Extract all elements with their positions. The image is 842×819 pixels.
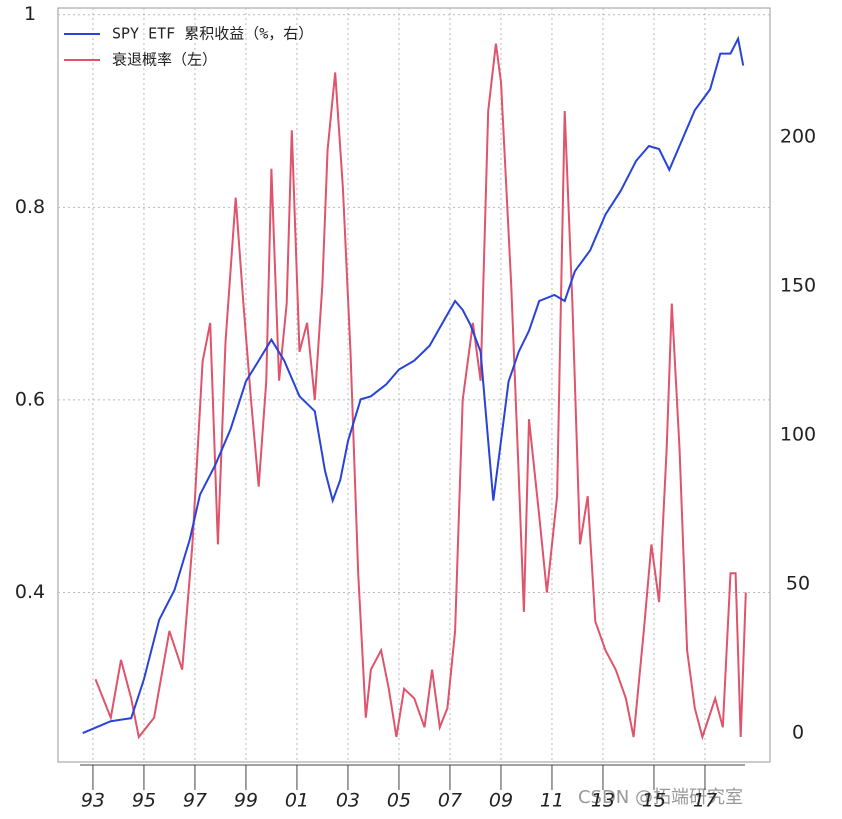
y2-tick-label: 0: [792, 722, 804, 744]
x-tick-label: 13: [591, 790, 615, 812]
x-tick-label: 17: [693, 790, 717, 812]
series-line: [82, 35, 745, 735]
x-tick-label: 99: [234, 790, 258, 812]
legend-label: 衰退概率（左）: [112, 51, 217, 69]
x-tick-label: 09: [489, 790, 513, 812]
x-tick-label: 01: [285, 790, 309, 812]
y2-tick-label: 200: [780, 126, 816, 148]
watermark: CSDN @拓端研究室: [578, 787, 743, 808]
y2-tick-label: 50: [786, 573, 810, 595]
x-tick-label: 05: [387, 790, 411, 812]
series-line: [94, 43, 747, 741]
x-tick-label: 93: [81, 790, 105, 812]
legend-label: SPY ETF 累积收益（%，右）: [112, 25, 313, 43]
y-tick-label: 0.8: [15, 196, 45, 218]
x-tick-label: 03: [336, 790, 360, 812]
x-tick-label: 95: [132, 790, 156, 812]
y2-tick-label: 100: [780, 424, 816, 446]
y-tick-label: 0.6: [15, 388, 45, 410]
x-tick-label: 97: [183, 790, 207, 812]
x-tick-label: 07: [438, 790, 462, 812]
x-tick-label: 11: [540, 790, 564, 812]
x-tick-label: 15: [642, 790, 666, 812]
plot-frame: [57, 7, 771, 763]
y-tick-label: 1: [24, 3, 36, 25]
y-tick-label: 0.4: [15, 581, 45, 603]
y2-tick-label: 150: [780, 275, 816, 297]
